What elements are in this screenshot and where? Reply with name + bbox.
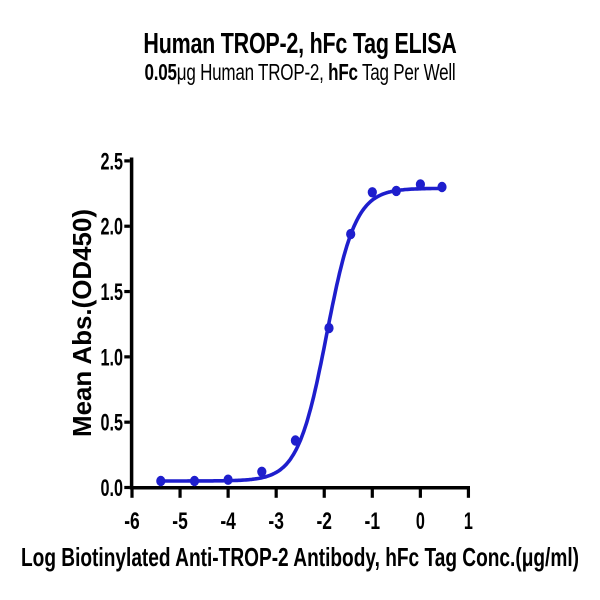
y-tick-label: 1.0 <box>101 344 124 371</box>
y-tick-label: 2.5 <box>101 148 124 175</box>
y-tick-label: 0.0 <box>101 475 124 502</box>
chart-subtitle-part: Tag Per Well <box>357 59 456 85</box>
x-tick-label: -1 <box>365 508 381 535</box>
chart-title: Human TROP-2, hFc Tag ELISA <box>143 28 457 60</box>
data-point <box>257 466 267 477</box>
y-tick-label: 2.0 <box>101 214 124 241</box>
x-axis-label: Log Biotinylated Anti-TROP-2 Antibody, h… <box>21 542 579 572</box>
chart-subtitle-part: 0.05 <box>144 59 177 85</box>
chart-subtitle-part: μg Human TROP-2, <box>176 59 329 85</box>
data-point <box>367 187 377 198</box>
data-point <box>156 475 166 487</box>
fit-curve <box>159 186 444 483</box>
x-tick-label: -3 <box>268 508 284 535</box>
data-point <box>437 181 447 193</box>
x-tick-label: -5 <box>172 508 188 535</box>
chart-subtitle: 0.05μg Human TROP-2, hFc Tag Per Well <box>78 61 522 84</box>
x-tick-label: 1 <box>464 508 473 535</box>
y-tick-label: 0.5 <box>101 410 124 437</box>
x-tick-label: -6 <box>124 508 140 535</box>
fit-curve-group <box>159 186 444 483</box>
y-axis-label: Mean Abs.(OD450) <box>67 209 97 437</box>
data-point <box>290 435 300 446</box>
axes: 0.0 0.5 1.0 1.5 2.0 2.5 -6 -5 -4 -3 -2 -1 0 1 <box>101 148 473 535</box>
data-point <box>391 185 401 197</box>
data-point <box>346 228 356 240</box>
x-tick-label: -4 <box>220 508 236 535</box>
data-point <box>189 475 200 487</box>
data-point <box>415 179 425 190</box>
data-point <box>324 322 334 334</box>
y-tick-label: 1.5 <box>101 279 124 306</box>
x-tick-label: 0 <box>416 508 425 535</box>
x-tick-label: -2 <box>316 508 332 535</box>
data-points-group <box>156 179 447 487</box>
data-point <box>223 474 233 485</box>
chart-subtitle-part: hFc <box>328 59 358 85</box>
